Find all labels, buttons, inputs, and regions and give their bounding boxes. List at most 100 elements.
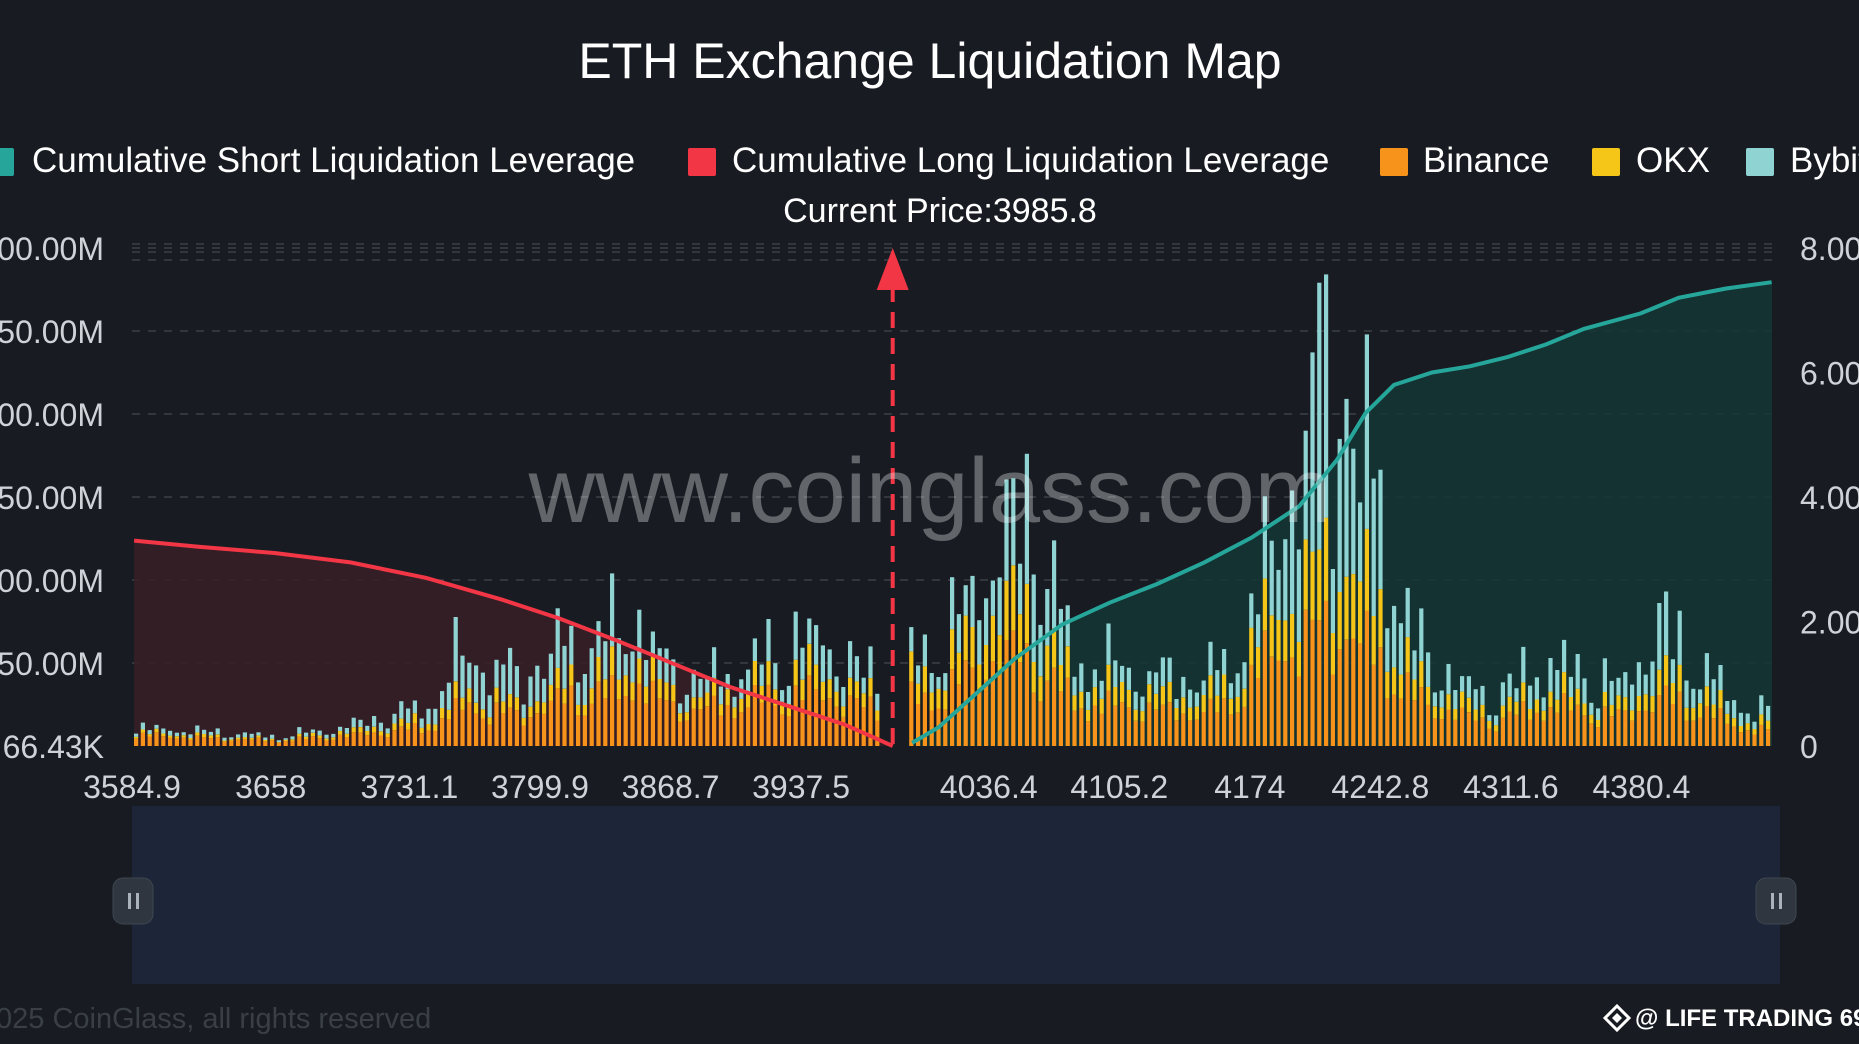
bar-binance (1466, 712, 1471, 746)
bar-bybit (1589, 702, 1594, 715)
bar-bybit (1636, 662, 1641, 696)
bar-okx (970, 627, 975, 668)
bar-okx (1099, 698, 1104, 714)
bar-binance (1392, 694, 1397, 746)
x-tick-label: 3868.7 (622, 769, 720, 805)
legend-item-short[interactable]: Cumulative Short Liquidation Leverage (0, 141, 635, 180)
legend-item-bybit[interactable]: Bybit (1746, 141, 1859, 180)
bar-binance (1650, 712, 1655, 746)
bar-okx (664, 682, 669, 701)
legend-item-long[interactable]: Cumulative Long Liquidation Leverage (688, 141, 1329, 180)
bar-bybit (569, 625, 574, 665)
bar-binance (1174, 720, 1179, 746)
range-handle-right[interactable] (1755, 877, 1797, 925)
bar-bybit (1514, 688, 1519, 702)
bar-binance (752, 685, 757, 746)
bar-okx (739, 698, 744, 713)
bar-bybit (1358, 502, 1363, 582)
bar-bybit (582, 674, 587, 705)
x-tick-label: 3731.1 (360, 769, 458, 805)
bar-binance (1752, 734, 1757, 746)
bar-binance (304, 738, 309, 746)
bar-bybit (412, 700, 417, 714)
bar-okx (1766, 720, 1771, 730)
bar-bybit (1419, 608, 1424, 662)
bar-binance (1208, 698, 1213, 746)
bar-bybit (1024, 453, 1029, 584)
bar-okx (1548, 691, 1553, 708)
bar-binance (331, 739, 336, 746)
bar-okx (1439, 707, 1444, 720)
bar-bybit (1732, 700, 1737, 719)
bar-bybit (916, 665, 921, 684)
bar-bybit (678, 703, 683, 714)
bar-bybit (956, 614, 961, 653)
bar-binance (1276, 660, 1281, 746)
bar-okx (1031, 662, 1036, 693)
bar-okx (1677, 664, 1682, 692)
bar-okx (1704, 686, 1709, 706)
bar-okx (1487, 721, 1492, 729)
bar-binance (773, 705, 778, 746)
bar-bybit (1364, 334, 1369, 529)
bar-okx (977, 664, 982, 693)
bar-binance (208, 738, 213, 746)
bar-bybit (338, 726, 343, 731)
x-tick-label: 4105.2 (1070, 769, 1168, 805)
bar-binance (1113, 705, 1118, 746)
range-handle-left[interactable] (112, 877, 154, 925)
bar-binance (1630, 720, 1635, 746)
x-tick-label: 4242.8 (1331, 769, 1429, 805)
bar-bybit (1439, 690, 1444, 708)
bar-binance (596, 681, 601, 746)
bar-bybit (1766, 705, 1771, 721)
bar-bybit (1691, 688, 1696, 708)
bar-bybit (1310, 352, 1315, 552)
bar-bybit (875, 693, 880, 711)
bar-okx (460, 697, 465, 710)
bar-binance (698, 709, 703, 746)
bar-bybit (1058, 608, 1063, 665)
bar-bybit (936, 677, 941, 689)
bar-bybit (1670, 659, 1675, 683)
bar-bybit (684, 694, 689, 713)
bar-binance (562, 703, 567, 746)
diamond-logo-icon (1602, 1003, 1632, 1033)
bar-bybit (1201, 680, 1206, 695)
bar-okx (508, 694, 513, 708)
bar-okx (943, 690, 948, 710)
bar-okx (650, 654, 655, 681)
bar-binance (1011, 630, 1016, 746)
bar-binance (1167, 702, 1172, 746)
bar-binance (1691, 720, 1696, 746)
bar-binance (1140, 721, 1145, 746)
bar-okx (344, 733, 349, 737)
current-price-marker (876, 248, 909, 746)
bar-bybit (1045, 589, 1050, 646)
bar-bybit (1575, 654, 1580, 689)
bar-bybit (1752, 721, 1757, 729)
bar-okx (1412, 679, 1417, 701)
x-axis: 3584.9 3658 3731.1 3799.9 3868.7 3937.5 4036.4… (83, 769, 1690, 805)
bar-binance (725, 705, 730, 746)
bar-okx (1018, 614, 1023, 663)
bar-okx (1262, 578, 1267, 631)
legend-item-binance[interactable]: Binance (1380, 141, 1549, 180)
bar-binance (1310, 619, 1315, 746)
bar-binance (1426, 704, 1431, 746)
bar-okx (1228, 698, 1233, 715)
bar-okx (834, 691, 839, 707)
bar-okx (1140, 711, 1145, 722)
bar-bybit (487, 695, 492, 718)
bar-binance (1419, 687, 1424, 746)
bar-binance (406, 729, 411, 746)
bar-bybit (236, 734, 241, 738)
bar-bybit (494, 659, 499, 688)
bar-bybit (147, 730, 152, 735)
range-slider[interactable] (112, 806, 1797, 984)
bar-binance (1684, 720, 1689, 746)
bar-binance (358, 732, 363, 746)
bar-bybit (848, 641, 853, 678)
bar-bybit (1521, 646, 1526, 683)
legend-item-okx[interactable]: OKX (1592, 141, 1710, 180)
